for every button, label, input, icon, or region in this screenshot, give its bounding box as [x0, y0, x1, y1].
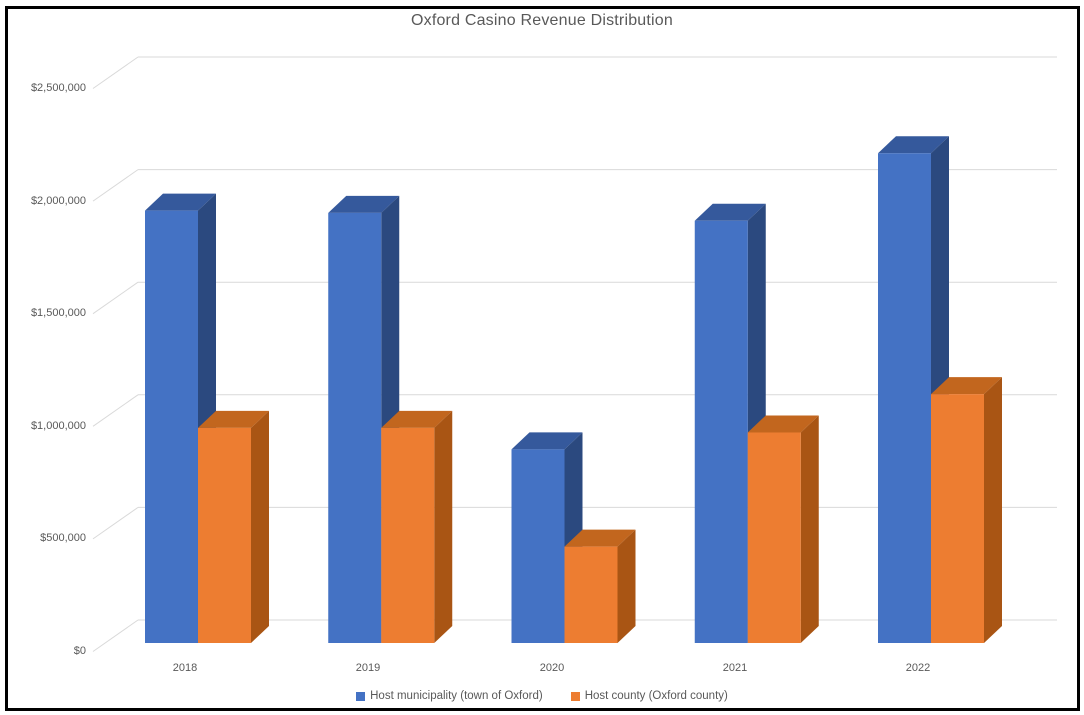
axis-tick-diagonal: [92, 281, 139, 315]
bar-top-2020-series1: [564, 529, 636, 547]
legend-swatch-orange-icon: [570, 691, 580, 701]
bar-top-2020-series0: [511, 432, 583, 450]
legend-label: Host county (Oxford county): [584, 690, 728, 702]
bar-top-2019-series1: [381, 410, 453, 428]
y-axis-tick-label: $2,500,000: [30, 82, 86, 94]
bar-2022-series0: [878, 153, 931, 643]
legend-label: Host municipality (town of Oxford): [370, 690, 543, 702]
bar-side-2018-series1: [251, 410, 269, 643]
x-axis-category-label: 2021: [722, 662, 748, 674]
bar-2022-series1: [931, 394, 984, 643]
bar-top-2018-series0: [145, 193, 216, 211]
y-axis-tick-label: $1,500,000: [30, 307, 86, 319]
bar-2018-series1: [198, 427, 251, 643]
bar-2021-series1: [747, 432, 801, 643]
legend-item-municipality: Host municipality (town of Oxford): [356, 690, 543, 702]
bar-2018-series0: [145, 210, 198, 643]
bar-top-2022-series1: [931, 377, 1002, 395]
bar-top-2022-series0: [878, 136, 949, 154]
bar-2020-series0: [511, 449, 565, 643]
y-axis-tick-label: $1,000,000: [30, 420, 86, 432]
x-axis-category-label: 2018: [172, 662, 198, 674]
axis-tick-diagonal: [92, 56, 139, 89]
axis-tick-diagonal: [92, 506, 139, 540]
bar-top-2021-series1: [747, 415, 819, 433]
bar-side-2022-series1: [984, 377, 1002, 643]
legend-swatch-blue-icon: [356, 691, 366, 701]
x-axis-category-label: 2022: [905, 662, 931, 674]
y-axis-tick-label: $2,000,000: [30, 195, 86, 207]
bar-2019-series0: [328, 212, 382, 644]
bar-top-2019-series0: [328, 195, 400, 213]
y-axis-tick-label: $0: [73, 645, 86, 657]
bar-top-2021-series0: [694, 203, 766, 221]
chart-legend: Host municipality (town of Oxford) Host …: [0, 690, 1084, 702]
axis-tick-diagonal: [92, 394, 139, 427]
legend-item-county: Host county (Oxford county): [570, 690, 728, 702]
bar-2020-series1: [564, 546, 618, 643]
bar-top-2018-series1: [198, 410, 269, 428]
axis-tick-diagonal: [92, 169, 139, 202]
bar-2021-series0: [694, 220, 748, 643]
x-axis-category-label: 2020: [539, 662, 565, 674]
bar-2019-series1: [381, 427, 435, 643]
axis-tick-diagonal: [92, 619, 139, 652]
bar-side-2020-series1: [617, 529, 636, 643]
x-axis-category-label: 2019: [355, 662, 381, 674]
bar-side-2021-series1: [800, 415, 819, 643]
chart-title: Oxford Casino Revenue Distribution: [410, 12, 674, 29]
bar-side-2019-series1: [434, 410, 453, 643]
y-axis-tick-label: $500,000: [40, 532, 86, 544]
